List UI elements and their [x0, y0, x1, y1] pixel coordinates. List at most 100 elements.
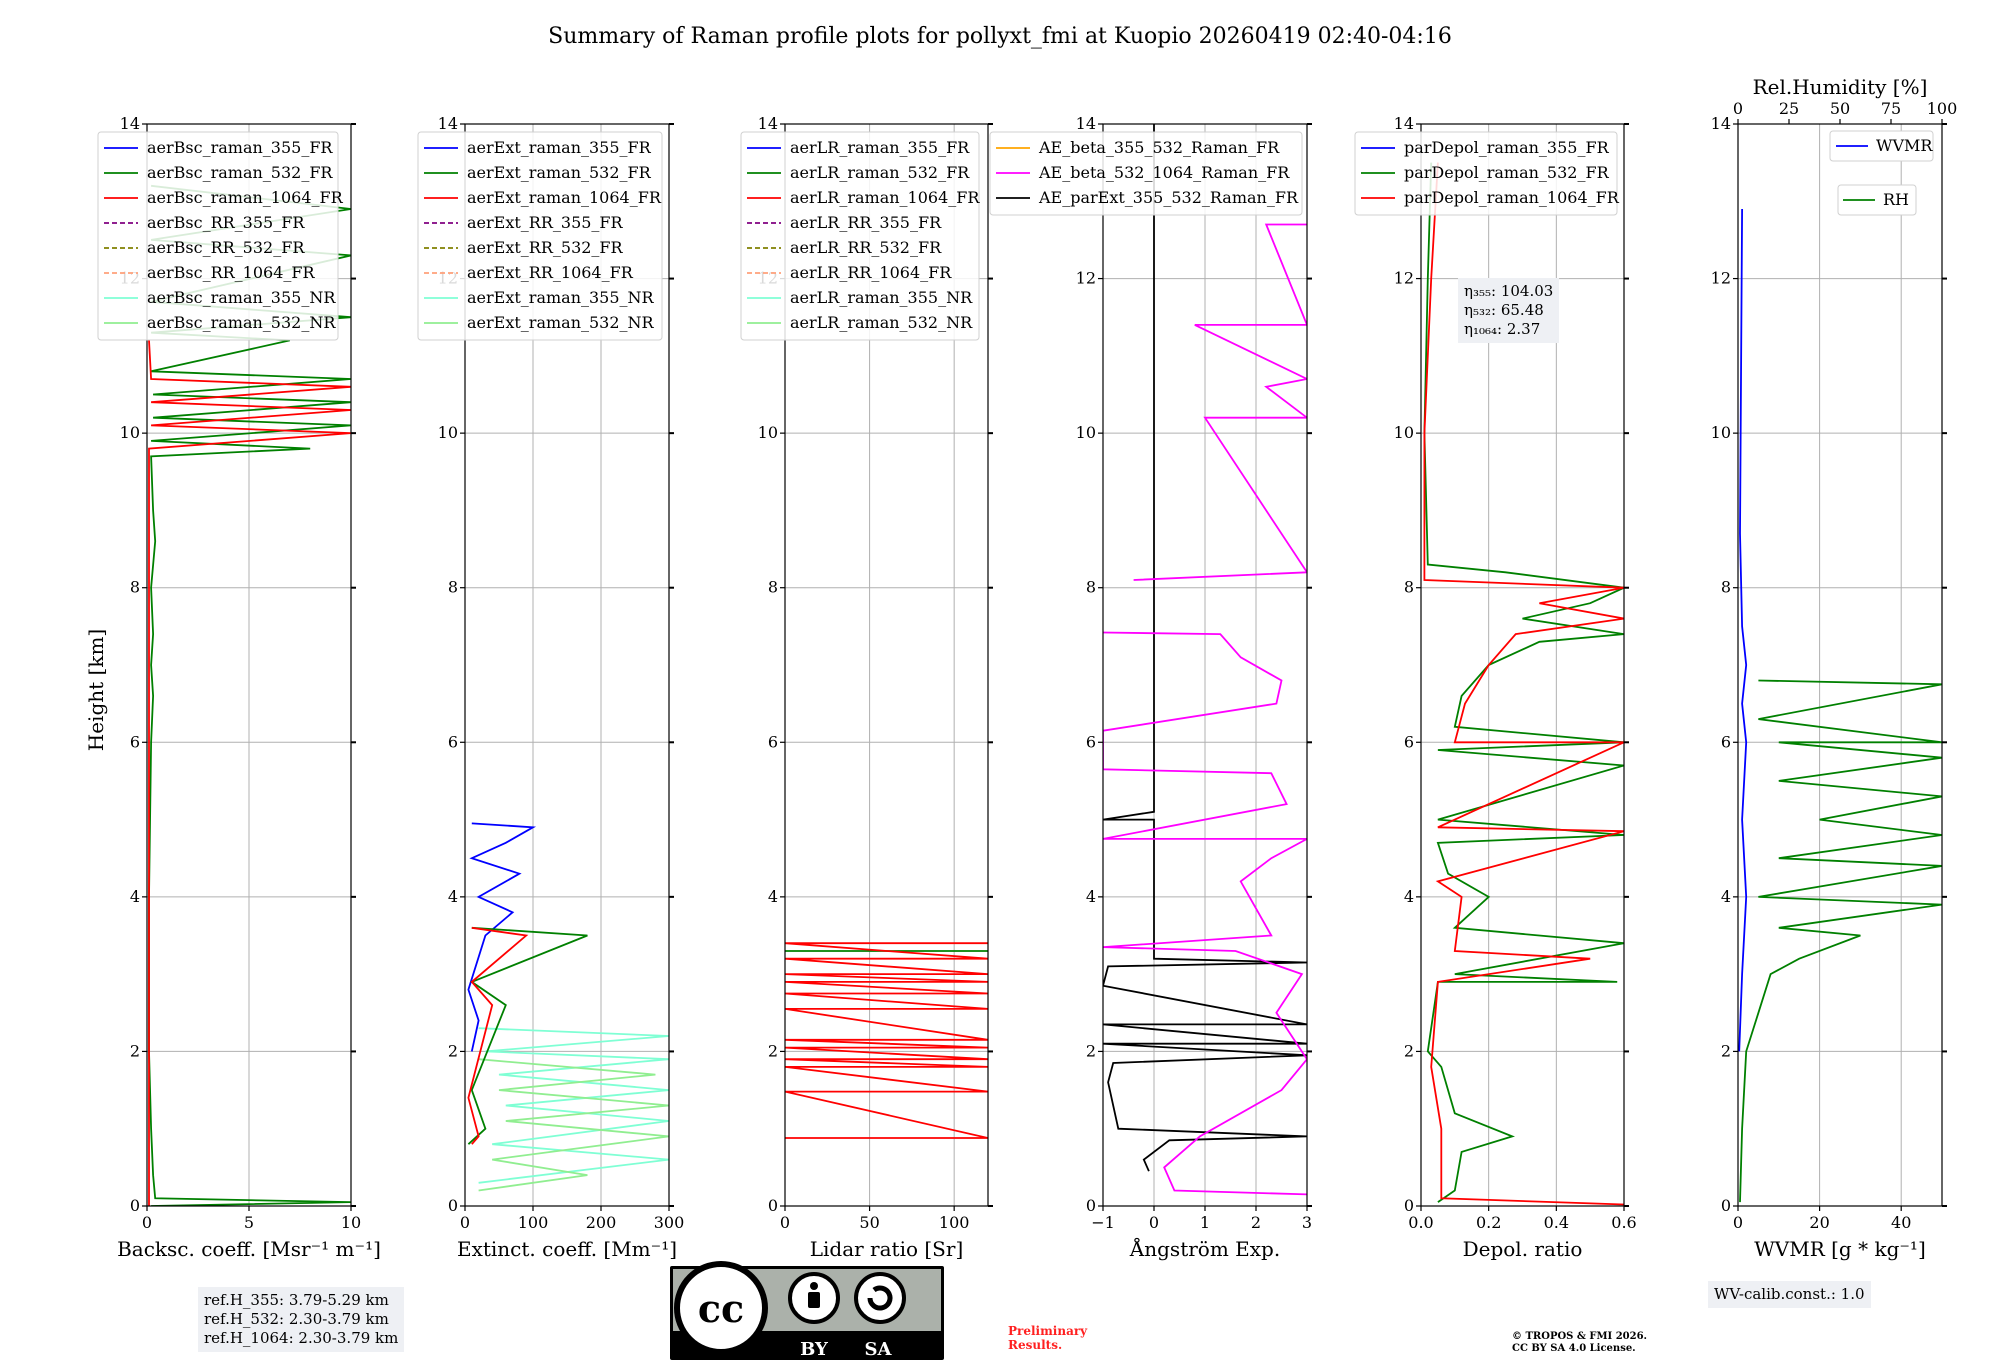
legend-label: aerExt_RR_355_FR [467, 213, 624, 232]
preliminary-results-note: Preliminary Results. [1008, 1324, 1088, 1352]
y-tick-label: 14 [1394, 114, 1414, 133]
legend-label: parDepol_raman_532_FR [1404, 163, 1610, 182]
x-tick-label: 0.4 [1544, 1213, 1569, 1232]
legend-label: aerBsc_raman_532_NR [147, 313, 336, 332]
legend-label: aerLR_RR_1064_FR [790, 263, 952, 282]
x-axis-label: Ångström Exp. [1129, 1236, 1280, 1261]
x-tick-label: 40 [1891, 1213, 1911, 1232]
legend-label: aerBsc_raman_355_NR [147, 288, 336, 307]
y-tick-label: 10 [1394, 423, 1414, 442]
x-tick-label: 0 [142, 1213, 152, 1232]
top-x-tick-label: 75 [1881, 99, 1901, 118]
series-aerExt_raman_532_NR [478, 1058, 669, 1192]
legend-label: aerLR_raman_1064_FR [790, 188, 980, 207]
x-tick-label: 0 [460, 1213, 470, 1232]
y-tick-label: 10 [438, 423, 458, 442]
x-tick-label: 100 [518, 1213, 549, 1232]
ref-h-355: ref.H_355: 3.79-5.29 km [204, 1291, 389, 1309]
legend-bsc: aerBsc_raman_355_FR aerBsc_raman_532_FRae… [97, 131, 344, 341]
x-tick-label: 300 [654, 1213, 685, 1232]
eta-532: η₅₃₂: 65.48 [1464, 301, 1544, 319]
legend-label: aerBsc_RR_532_FR [147, 238, 305, 257]
y-tick-label: 4 [130, 887, 140, 906]
y-tick-label: 6 [130, 732, 140, 751]
legend-label: aerExt_raman_532_NR [467, 313, 655, 332]
panel-lr: 02468101214050100Lidar ratio [Sr]aerLR_r… [740, 114, 993, 1261]
y-tick-label: 8 [1721, 578, 1731, 597]
eta-calibration-info: η₃₅₅: 104.03 η₅₃₂: 65.48 η₁₀₆₄: 2.37 [1458, 278, 1560, 343]
x-tick-label: 20 [1809, 1213, 1829, 1232]
top-x-tick-label: 50 [1830, 99, 1850, 118]
legend-label: aerLR_raman_355_FR [790, 138, 970, 157]
x-axis-label: Depol. ratio [1463, 1237, 1583, 1261]
y-axis-label: Height [km] [84, 629, 108, 751]
y-tick-label: 2 [1404, 1041, 1414, 1060]
series-aerExt_raman_532_FR [467, 926, 588, 1145]
top-x-tick-label: 100 [1927, 99, 1958, 118]
y-tick-label: 8 [1086, 578, 1096, 597]
x-tick-label: 2 [1251, 1213, 1261, 1232]
y-tick-label: 2 [130, 1041, 140, 1060]
x-tick-label: 0 [1733, 1213, 1743, 1232]
legend-label: aerLR_raman_532_NR [790, 313, 973, 332]
wv-calibration-info: WV-calib.const.: 1.0 [1708, 1281, 1871, 1308]
x-tick-label: 1 [1200, 1213, 1210, 1232]
cc-text: cc [698, 1286, 744, 1331]
y-tick-label: 12 [1076, 269, 1096, 288]
x-axis-label: Lidar ratio [Sr] [810, 1237, 964, 1261]
sa-text: SA [865, 1339, 893, 1360]
legend-label: aerExt_raman_355_FR [467, 138, 652, 157]
y-tick-label: 4 [768, 887, 778, 906]
legend-label: aerBsc_raman_1064_FR [147, 188, 344, 207]
legend-label: aerExt_raman_532_FR [467, 163, 652, 182]
x-tick-label: 0 [1149, 1213, 1159, 1232]
legend-label: aerLR_RR_355_FR [790, 213, 942, 232]
y-tick-label: 4 [1086, 887, 1096, 906]
y-tick-label: 14 [1711, 114, 1731, 133]
x-tick-label: 200 [586, 1213, 617, 1232]
legend-label: aerExt_RR_1064_FR [467, 263, 634, 282]
series-WVMR [1738, 208, 1748, 1052]
x-tick-label: 0.2 [1476, 1213, 1501, 1232]
x-tick-label: 0.0 [1408, 1213, 1433, 1232]
series-RH [1739, 679, 1942, 1203]
cc-by-sa-badge: cc BY SA [670, 1261, 944, 1360]
cc-icon [674, 1261, 768, 1355]
legend-depol: parDepol_raman_355_FR parDepol_raman_532_… [1354, 131, 1620, 216]
y-tick-label: 6 [1404, 732, 1414, 751]
ref-h-532: ref.H_532: 2.30-3.79 km [204, 1310, 389, 1328]
panel-ext: 024681012140100200300Extinct. coeff. [Mm… [417, 114, 685, 1261]
series-AE_beta_532_1064_Raman_FR [1103, 631, 1307, 1196]
x-tick-label: 50 [859, 1213, 879, 1232]
reference-height-info: ref.H_355: 3.79-5.29 km ref.H_532: 2.30-… [198, 1287, 405, 1352]
series-aerExt_raman_355_NR [478, 1027, 669, 1184]
y-tick-label: 2 [768, 1041, 778, 1060]
y-tick-label: 12 [1394, 269, 1414, 288]
axes-frame [1737, 123, 1943, 1207]
y-tick-label: 4 [1721, 887, 1731, 906]
series-aerExt_raman_1064_FR [467, 926, 529, 1145]
x-axis-label: Backsc. coeff. [Msr⁻¹ m⁻¹] [117, 1237, 381, 1261]
legend-label: RH [1883, 190, 1909, 209]
legend-label: AE_parExt_355_532_Raman_FR [1038, 188, 1299, 207]
y-tick-label: 2 [1721, 1041, 1731, 1060]
legend-label: aerBsc_RR_1064_FR [147, 263, 316, 282]
ref-h-1064: ref.H_1064: 2.30-3.79 km [204, 1329, 399, 1347]
axes-frame [464, 123, 670, 1207]
legend-ae: AE_beta_355_532_Raman_FR AE_beta_532_1064… [989, 131, 1303, 216]
y-tick-label: 12 [1711, 269, 1731, 288]
x-tick-label: −1 [1091, 1213, 1115, 1232]
y-tick-label: 8 [130, 578, 140, 597]
series-parDepol_raman_1064_FR [1423, 162, 1624, 1206]
share-alike-icon [854, 1272, 906, 1324]
x-tick-label: 0.6 [1611, 1213, 1636, 1232]
series-aerBsc_raman_1064_FR [148, 340, 351, 1206]
x-axis-label: Extinct. coeff. [Mm⁻¹] [457, 1237, 677, 1261]
figure-title: Summary of Raman profile plots for polly… [548, 24, 1452, 49]
top-x-axis-label: Rel.Humidity [%] [1753, 75, 1928, 99]
legend-label: aerLR_RR_532_FR [790, 238, 942, 257]
x-tick-label: 10 [341, 1213, 361, 1232]
y-tick-label: 10 [758, 423, 778, 442]
legend-ext: aerExt_raman_355_FR aerExt_raman_532_FRae… [417, 131, 663, 341]
